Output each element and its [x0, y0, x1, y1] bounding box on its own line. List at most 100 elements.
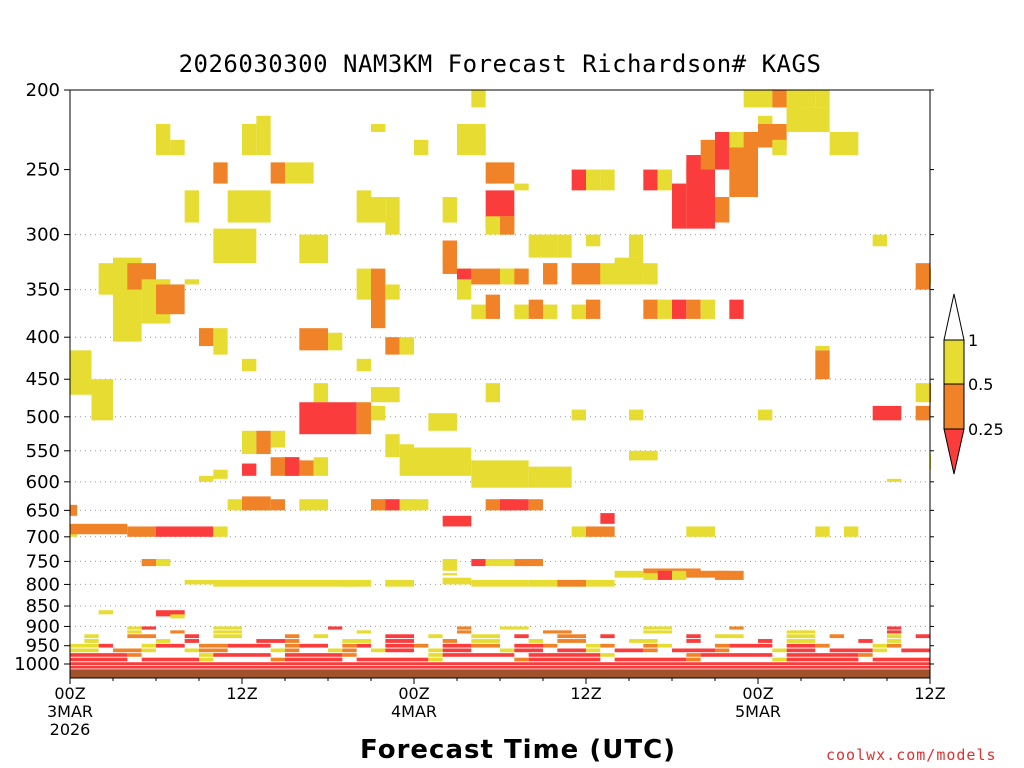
ri-cell: [356, 268, 371, 300]
ri-cell: [887, 630, 902, 634]
ri-cell: [70, 665, 930, 669]
ri-cell: [356, 402, 371, 435]
ri-cell: [270, 162, 285, 184]
ri-cell: [500, 626, 529, 630]
ri-cell: [285, 457, 300, 476]
ri-cell: [199, 648, 228, 653]
ri-cell: [772, 139, 787, 156]
ri-cell: [629, 450, 658, 461]
ri-cell: [457, 626, 472, 630]
x-tick-label: 3MAR: [47, 702, 93, 721]
legend-label: 1: [968, 331, 978, 350]
ri-cell: [199, 643, 228, 648]
ri-cell: [872, 405, 902, 421]
ri-cell: [371, 499, 386, 511]
ri-cell: [256, 430, 271, 455]
ri-cell: [242, 463, 257, 476]
ri-cell: [528, 639, 543, 643]
ri-cell: [399, 337, 414, 355]
ri-cell: [786, 639, 816, 643]
ri-cell: [371, 648, 386, 653]
ri-cell: [829, 648, 873, 653]
ri-cell: [528, 234, 558, 258]
ri-cell: [543, 263, 558, 285]
ri-cell: [887, 639, 902, 643]
ri-cell: [643, 626, 672, 630]
ri-cell: [915, 263, 930, 290]
ri-cell: [758, 409, 773, 421]
ri-cell: [371, 197, 386, 223]
ri-cell: [227, 499, 242, 511]
ri-cell: [285, 657, 343, 662]
y-tick-label: 750: [26, 551, 60, 572]
ri-cell: [614, 657, 687, 662]
ri-cell: [586, 234, 601, 247]
ri-cell: [213, 526, 228, 537]
legend-top-triangle: [943, 293, 965, 341]
ri-cell: [614, 648, 644, 653]
ri-cell: [471, 634, 500, 639]
ri-cell: [915, 383, 930, 403]
ri-cell: [213, 579, 357, 587]
ri-cell: [285, 162, 314, 184]
ri-cell: [600, 169, 615, 191]
ri-cell: [629, 639, 658, 643]
y-tick-label: 900: [26, 616, 60, 637]
ri-cell: [141, 643, 156, 648]
ri-cell: [729, 643, 773, 648]
ri-cell: [270, 657, 285, 662]
ri-cell: [872, 234, 887, 247]
ri-cell: [786, 653, 859, 657]
ri-cell: [815, 346, 830, 351]
ri-cell: [571, 409, 586, 421]
ri-cell: [299, 643, 328, 648]
x-tick-label: 12Z: [226, 684, 257, 703]
ri-cell: [371, 268, 386, 329]
ri-cell: [428, 657, 443, 662]
ri-cell: [156, 284, 185, 315]
ri-cell: [586, 643, 601, 648]
ri-cell: [70, 662, 930, 666]
ri-cell: [356, 657, 429, 662]
ri-cell: [385, 648, 414, 653]
ri-cell: [98, 610, 113, 615]
ri-cell: [457, 577, 472, 585]
ri-cell: [199, 328, 214, 347]
ri-cell: [686, 570, 730, 578]
ri-cell: [872, 643, 887, 648]
ri-cell: [414, 139, 429, 156]
ri-cell: [514, 643, 543, 648]
ri-cell: [571, 526, 586, 537]
ri-cell: [758, 639, 773, 643]
ri-cell: [428, 653, 443, 657]
ri-cell: [285, 648, 300, 653]
ri-cell: [442, 197, 457, 223]
ri-cell: [815, 90, 830, 108]
ri-cell: [213, 469, 228, 479]
ri-cell: [829, 132, 859, 156]
ri-cell: [399, 499, 429, 511]
ri-cell: [715, 570, 744, 580]
ri-cell: [471, 268, 500, 285]
ri-cell: [328, 332, 343, 351]
y-tick-label: 200: [26, 80, 60, 101]
ri-cell: [514, 657, 529, 662]
ri-cell: [672, 299, 687, 319]
ri-cell: [313, 383, 328, 403]
ri-cell: [557, 234, 572, 258]
ri-cell: [643, 299, 658, 319]
ri-cell: [242, 123, 257, 156]
ri-cell: [786, 630, 816, 634]
ri-cell: [500, 216, 515, 235]
ri-cell: [127, 630, 142, 634]
ri-cell: [371, 123, 386, 133]
ri-cell: [442, 643, 472, 648]
ri-cell: [586, 648, 601, 653]
ri-cell: [342, 579, 371, 587]
ri-cell: [471, 90, 486, 108]
ri-cell: [385, 499, 400, 511]
ri-cell: [227, 643, 271, 648]
ri-cell: [715, 132, 730, 170]
ri-cell: [815, 526, 830, 537]
